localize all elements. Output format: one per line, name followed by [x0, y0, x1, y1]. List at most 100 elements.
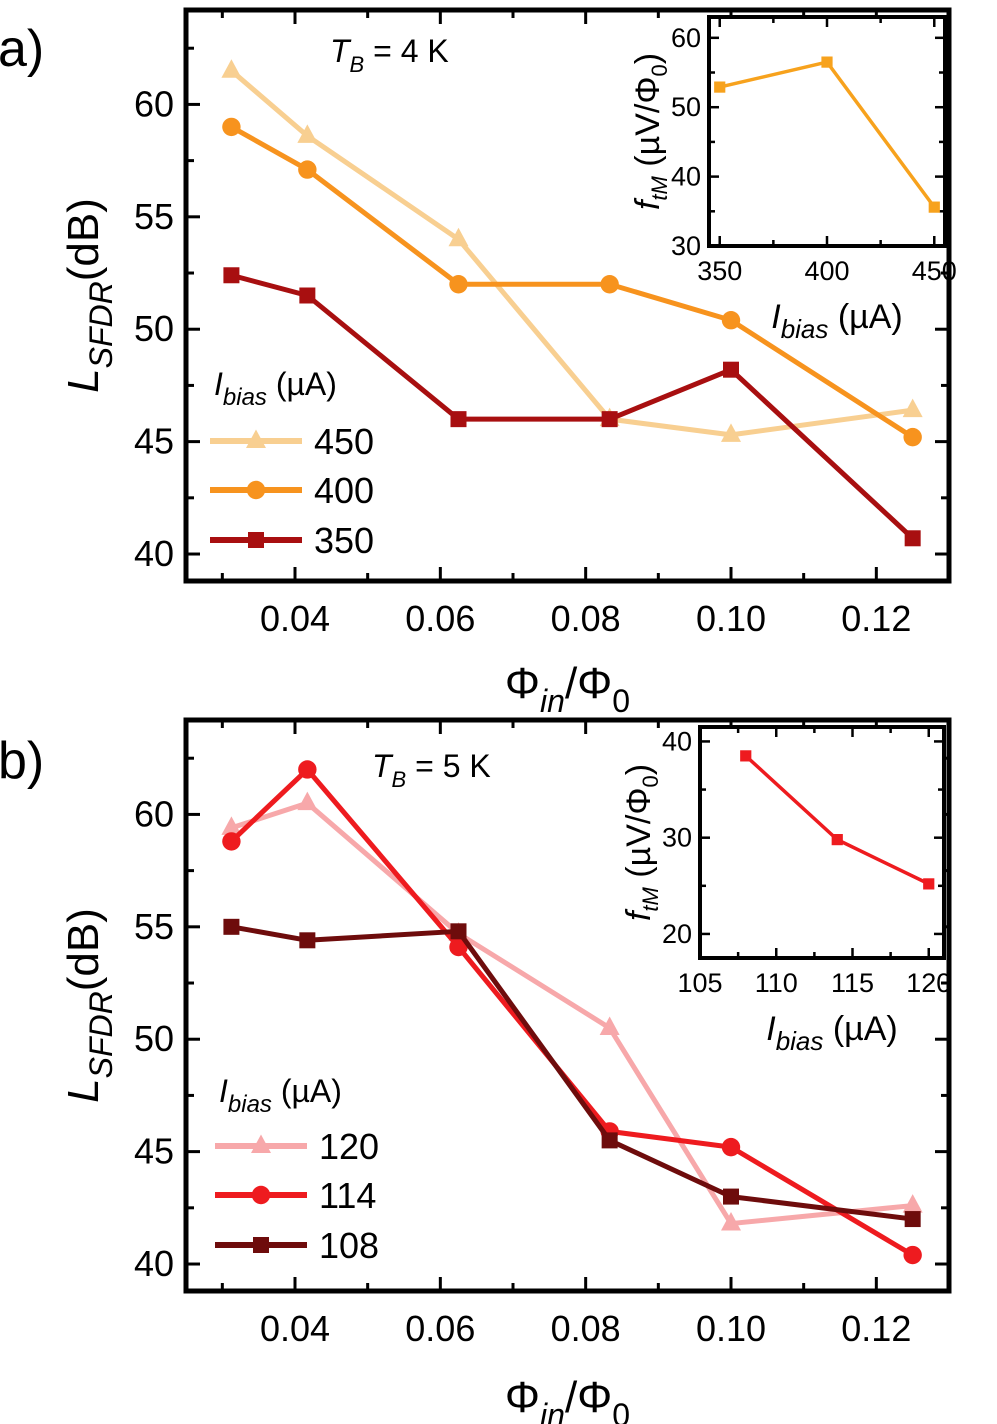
data-point — [723, 1188, 739, 1205]
inset-data-point — [923, 878, 935, 890]
data-point — [297, 124, 318, 143]
y-tick-label: 50 — [134, 308, 174, 349]
inset-x-tick-label: 350 — [697, 256, 742, 286]
data-point — [721, 311, 741, 330]
x-tick-label: 0.12 — [841, 1308, 911, 1349]
series-400 — [222, 117, 922, 447]
data-point — [221, 59, 242, 78]
inset-x-title: Ibias (µA) — [771, 298, 903, 344]
data-point — [721, 1212, 741, 1231]
data-point — [450, 411, 467, 428]
x-tick-label: 0.06 — [405, 1308, 475, 1349]
legend-label: 114 — [319, 1175, 376, 1216]
data-point — [297, 791, 318, 811]
legend-marker — [251, 1134, 271, 1153]
inset-data-point — [821, 56, 833, 68]
inset-x-tick-label: 120 — [906, 968, 951, 998]
data-point — [601, 411, 618, 428]
legend-title: Ibias (µA) — [214, 366, 337, 411]
inset-data-point — [928, 201, 940, 213]
legend-label: 120 — [319, 1126, 379, 1167]
data-point — [902, 398, 923, 418]
data-point — [904, 530, 921, 547]
legend: Ibias (µA) 450 400 350 — [210, 366, 374, 561]
y-tick-label: 45 — [134, 421, 174, 462]
inset-y-title: ftM (µV/Φ0) — [620, 764, 663, 921]
data-point — [721, 1137, 741, 1157]
legend-marker — [248, 532, 264, 548]
y-axis-title: LSFDR(dB) — [59, 198, 119, 393]
series-108 — [223, 918, 921, 1228]
inset-y-title: ftM (µV/Φ0) — [629, 53, 672, 210]
data-point — [723, 361, 739, 378]
x-tick-label: 0.04 — [260, 598, 330, 639]
inset: 105 110 115 120 20 30 40 Ibias (µA) ftM (µV/Φ0) — [620, 725, 951, 1056]
x-tick-label: 0.08 — [551, 1308, 621, 1349]
y-tick-label: 50 — [134, 1018, 174, 1059]
data-point — [221, 816, 242, 835]
data-point — [721, 423, 741, 442]
series-350 — [223, 267, 921, 547]
data-point — [450, 923, 467, 940]
inset: 350 400 450 30 40 50 60 Ibias (µA) ftM (µV/Φ0) — [629, 15, 957, 344]
data-point — [599, 1016, 620, 1035]
data-point — [222, 832, 241, 851]
inset-frame — [707, 15, 947, 248]
data-point — [449, 275, 468, 294]
panel-a: 0.04 0.06 0.08 0.10 0.12 40 45 50 55 60 a) TB = 4 K… — [0, 7, 957, 719]
inset-x-tick-label: 105 — [677, 968, 722, 998]
data-point — [299, 932, 316, 949]
x-tick-label: 0.04 — [260, 1308, 330, 1349]
data-point — [903, 1245, 922, 1265]
legend: Ibias (µA) 120 114 108 — [215, 1073, 379, 1266]
y-tick-label: 40 — [134, 1243, 174, 1284]
y-tick-label: 40 — [134, 533, 174, 574]
legend-title: Ibias (µA) — [219, 1073, 342, 1118]
inset-frame — [698, 725, 946, 960]
inset-x-tick-label: 450 — [912, 256, 957, 286]
data-point — [298, 160, 317, 179]
temperature-annotation: TB = 5 K — [372, 748, 491, 792]
data-point — [902, 1194, 923, 1213]
legend-marker — [246, 480, 266, 500]
legend-label: 108 — [319, 1225, 379, 1266]
series-line — [230, 924, 913, 1222]
series-line — [230, 272, 915, 541]
legend-marker — [251, 1185, 271, 1205]
panel-b: 0.04 0.06 0.08 0.10 0.12 40 45 50 55 60 b) TB = 5 K… — [0, 717, 952, 1424]
legend-label: 350 — [314, 520, 374, 561]
inset-x-title: Ibias (µA) — [766, 1010, 898, 1056]
data-point — [223, 267, 240, 284]
data-point — [903, 427, 922, 447]
x-axis-title: Φin/Φ0 — [505, 1373, 630, 1424]
data-point — [600, 275, 619, 294]
inset-y-tick-label: 40 — [662, 726, 692, 756]
legend-marker — [253, 1237, 269, 1253]
data-point — [299, 287, 316, 304]
panel-label: b) — [0, 732, 44, 790]
x-tick-label: 0.12 — [841, 598, 911, 639]
data-point — [223, 918, 240, 935]
y-tick-label: 45 — [134, 1131, 174, 1172]
y-tick-label: 60 — [134, 793, 174, 834]
series-line — [230, 124, 915, 440]
inset-y-tick-label: 30 — [671, 231, 701, 261]
series-line — [229, 68, 914, 438]
x-axis-title: Φin/Φ0 — [505, 659, 630, 719]
data-point — [601, 1132, 618, 1149]
legend-label: 400 — [314, 470, 374, 511]
inset-x-tick-label: 110 — [755, 968, 798, 998]
data-point — [904, 1211, 921, 1228]
data-point — [449, 937, 468, 957]
series-line — [230, 800, 913, 1227]
plot-frame — [183, 717, 952, 1294]
data-point — [448, 227, 469, 247]
x-tick-label: 0.10 — [696, 1308, 766, 1349]
inset-data-point — [740, 750, 752, 762]
y-tick-label: 55 — [134, 906, 174, 947]
inset-x-tick-label: 400 — [804, 256, 849, 286]
inset-y-tick-label: 20 — [662, 919, 692, 949]
inset-data-point — [714, 81, 726, 93]
data-point — [298, 760, 317, 779]
inset-y-tick-label: 50 — [671, 92, 701, 122]
